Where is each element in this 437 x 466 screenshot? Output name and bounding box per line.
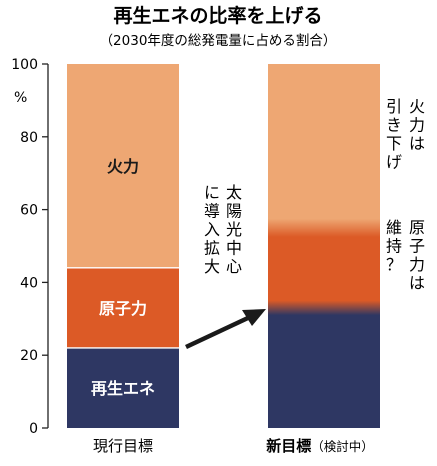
y-unit-label: % bbox=[14, 90, 27, 106]
y-tick-label: 80 bbox=[20, 130, 38, 146]
bar-segment-火力 bbox=[67, 64, 179, 268]
vertical-char: 力 bbox=[409, 255, 425, 274]
bar-segment-再生エネ bbox=[67, 347, 179, 428]
vertical-char: 持 bbox=[386, 237, 402, 256]
vertical-char: 導 bbox=[204, 202, 220, 221]
arrow-shaft bbox=[185, 314, 251, 350]
bars bbox=[67, 64, 380, 428]
bar-target bbox=[268, 64, 380, 428]
vertical-char: は bbox=[409, 134, 425, 153]
vertical-char: に bbox=[204, 183, 220, 202]
vertical-char: 光 bbox=[226, 220, 242, 239]
vertical-char: は bbox=[409, 274, 425, 293]
vertical-char: 火 bbox=[409, 97, 425, 116]
vertical-char: 入 bbox=[204, 220, 220, 239]
segment-label: 火力 bbox=[107, 157, 139, 176]
vertical-char: 拡 bbox=[204, 239, 220, 258]
vertical-char: 中 bbox=[226, 239, 242, 258]
y-tick-label: 100 bbox=[11, 57, 38, 73]
y-axis: 0 20 40 60 80 100 bbox=[11, 57, 49, 437]
vertical-char: 陽 bbox=[226, 202, 242, 221]
chart-subtitle: （2030年度の総発電量に占める割合） bbox=[100, 32, 337, 49]
arrow-head bbox=[242, 309, 266, 326]
vertical-char: 力 bbox=[409, 116, 425, 135]
category-labels: 現行目標 新目標（検討中） bbox=[93, 437, 374, 455]
vertical-char: 大 bbox=[204, 257, 220, 276]
chart-title: 再生エネの比率を上げる bbox=[113, 4, 322, 27]
bar-segment-原子力 bbox=[67, 267, 179, 348]
y-tick-label: 40 bbox=[20, 275, 38, 291]
y-tick-label: 20 bbox=[20, 348, 38, 364]
vertical-char: 下 bbox=[386, 134, 402, 153]
category-label: 現行目標 bbox=[93, 437, 153, 455]
vertical-char: 引 bbox=[386, 97, 402, 116]
segment-label: 原子力 bbox=[99, 299, 147, 318]
category-label: 新目標（検討中） bbox=[266, 437, 374, 455]
growth-arrow bbox=[185, 309, 266, 350]
vertical-char: き bbox=[386, 116, 402, 135]
vertical-char: 太 bbox=[226, 183, 242, 202]
vertical-char: げ bbox=[386, 153, 402, 172]
vertical-char: 心 bbox=[226, 257, 242, 276]
vertical-char: 原 bbox=[409, 218, 425, 237]
segment-label: 再生エネ bbox=[91, 379, 155, 398]
vertical-char: 維 bbox=[386, 218, 402, 237]
y-tick-label: 0 bbox=[29, 421, 38, 437]
vertical-char: ？ bbox=[386, 255, 402, 274]
vertical-char: 子 bbox=[409, 237, 425, 256]
y-tick-label: 60 bbox=[20, 203, 38, 219]
